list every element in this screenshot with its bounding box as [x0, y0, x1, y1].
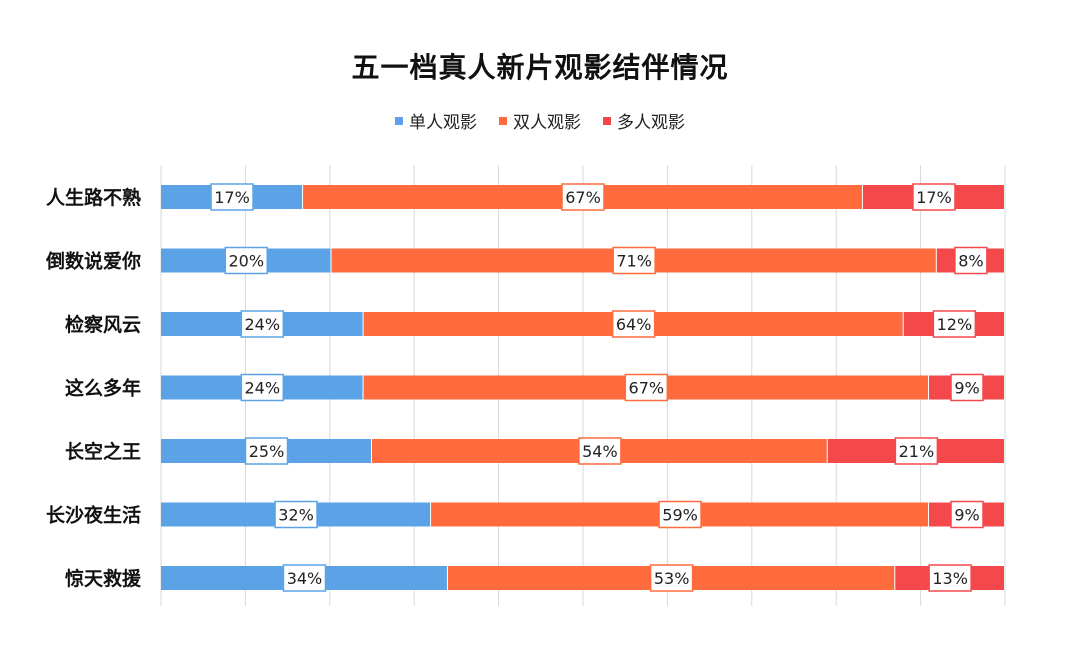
chart-legend: 单人观影 双人观影 多人观影	[0, 108, 1080, 133]
data-label-box	[658, 500, 702, 529]
data-label-box	[912, 183, 956, 211]
category-label: 倒数说爱你	[45, 250, 141, 273]
data-label: 20%	[228, 252, 264, 271]
data-label: 25%	[249, 442, 285, 461]
legend-item-multi[interactable]: 多人观影	[603, 108, 685, 133]
data-label: 21%	[899, 442, 935, 461]
data-label-box	[950, 373, 984, 402]
chart-title: 五一档真人新片观影结伴情况	[351, 51, 729, 84]
legend-swatch-multi	[603, 116, 611, 125]
data-label-box	[274, 500, 318, 529]
legend-swatch-single	[395, 116, 403, 125]
data-label: 17%	[916, 188, 952, 207]
data-label: 24%	[244, 315, 280, 334]
data-label: 54%	[582, 442, 618, 461]
data-label-box	[611, 310, 656, 338]
data-label: 67%	[629, 379, 665, 398]
data-label-box	[240, 310, 285, 338]
data-label: 12%	[937, 315, 973, 334]
category-label: 这么多年	[65, 377, 141, 400]
data-label-box	[210, 183, 254, 211]
data-label: 71%	[616, 252, 652, 271]
data-label-box	[612, 246, 656, 275]
data-label-box	[894, 437, 939, 465]
data-label: 13%	[932, 569, 968, 588]
data-label-box	[578, 437, 622, 465]
data-label: 59%	[662, 506, 698, 525]
data-label: 17%	[214, 188, 250, 207]
legend-label-single: 单人观影	[409, 113, 477, 133]
data-label: 53%	[654, 569, 690, 588]
data-label-box	[561, 183, 605, 211]
data-label: 67%	[565, 188, 601, 207]
data-label-box	[244, 437, 289, 465]
data-label: 64%	[616, 315, 652, 334]
data-label-box	[240, 373, 285, 402]
category-label: 检察风云	[65, 313, 141, 336]
data-label-box	[950, 500, 984, 529]
data-label: 9%	[954, 379, 979, 398]
data-label-box	[928, 564, 972, 592]
data-label-box	[282, 564, 327, 592]
data-label-box	[954, 246, 988, 275]
category-label: 长空之王	[65, 440, 141, 463]
data-label: 8%	[958, 252, 983, 271]
legend-item-double[interactable]: 双人观影	[499, 108, 581, 133]
category-label: 惊天救援	[65, 567, 142, 590]
legend-label-double: 双人观影	[513, 113, 581, 133]
legend-swatch-double	[499, 116, 507, 125]
data-label: 32%	[278, 506, 314, 525]
data-label: 24%	[244, 379, 280, 398]
legend-item-single[interactable]: 单人观影	[395, 108, 477, 133]
data-label-box	[224, 246, 269, 275]
data-label-box	[649, 564, 694, 592]
data-label-box	[624, 373, 669, 402]
data-label-box	[932, 310, 977, 338]
data-label: 34%	[287, 569, 323, 588]
category-label: 长沙夜生活	[46, 504, 141, 527]
legend-label-multi: 多人观影	[617, 113, 685, 133]
category-label: 人生路不熟	[46, 186, 141, 209]
data-label: 9%	[954, 506, 979, 525]
